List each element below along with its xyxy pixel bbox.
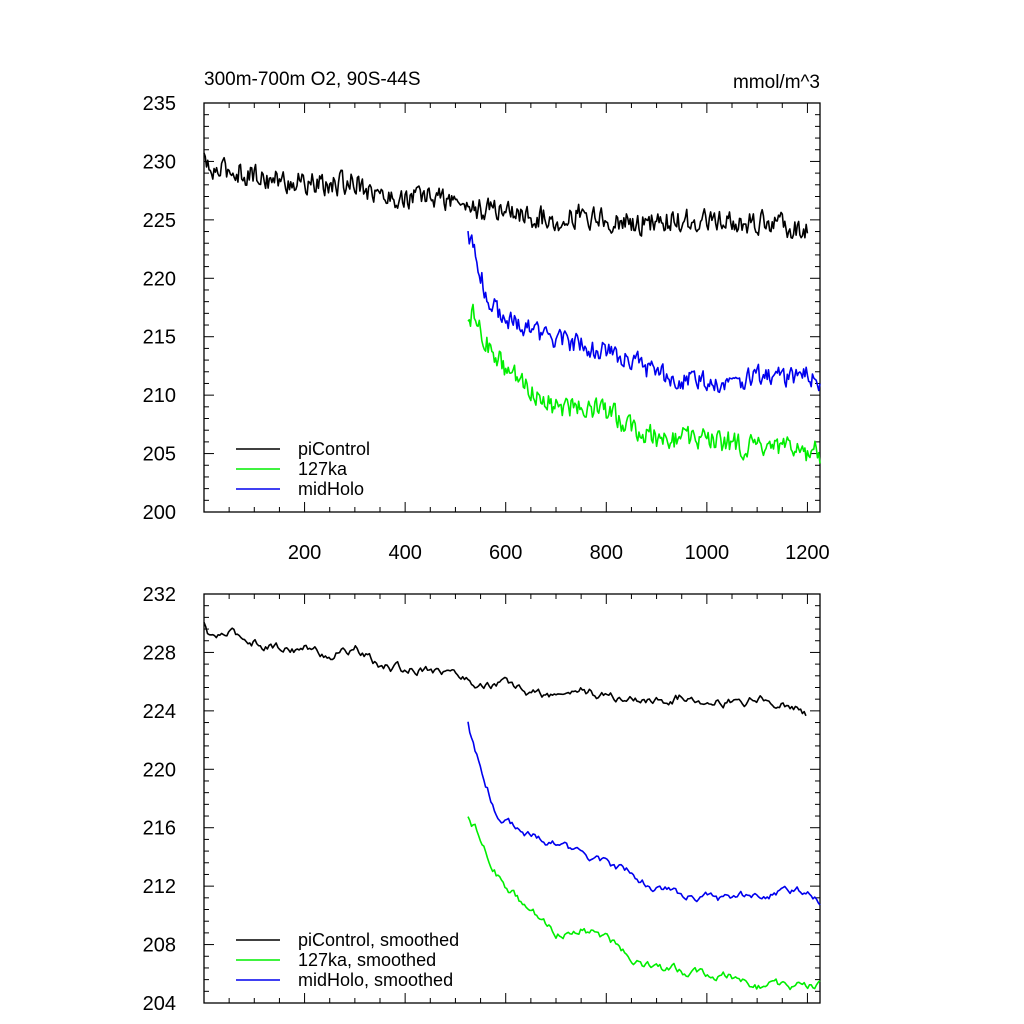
series-line-3: [467, 230, 821, 394]
y-tick-label: 212: [143, 876, 176, 898]
y-tick-label: 208: [143, 935, 176, 957]
y-tick-label: 230: [143, 151, 176, 173]
x-tick-label: 200: [288, 542, 321, 564]
top-chart-panel: 300m-700m O2, 90S-44S mmol/m^3 200 400 600…: [143, 69, 830, 564]
x-tick-label: 1000: [685, 542, 730, 564]
chart-title: 300m-700m O2, 90S-44S: [204, 69, 421, 90]
y-tick-label: 220: [143, 268, 176, 290]
series-line-2: [467, 816, 821, 991]
legend-label: piControl, smoothed: [298, 930, 459, 950]
plot-frame: [203, 102, 821, 513]
y-tick-label: 235: [143, 93, 176, 115]
y-tick-label: 200: [143, 502, 176, 524]
series-line-1: [203, 152, 809, 239]
legend-label: 127ka: [298, 459, 348, 479]
legend-label: piControl: [298, 439, 370, 459]
legend-label: midHolo, smoothed: [298, 970, 453, 990]
series-line-3: [467, 721, 821, 906]
x-tick-label: 400: [388, 542, 421, 564]
y-tick-label: 215: [143, 327, 176, 349]
y-tick-label: 232: [143, 584, 176, 606]
legend-label: midHolo: [298, 479, 364, 499]
y-tick-label: 228: [143, 642, 176, 664]
y-tick-label: 220: [143, 759, 176, 781]
y-tick-label: 216: [143, 818, 176, 840]
x-tick-label: 800: [590, 542, 623, 564]
series-line-1: [203, 622, 807, 717]
bottom-chart-panel: 204 208 212 216 220 224 228 232 piControl, smoot…: [143, 584, 821, 1015]
y-tick-label: 210: [143, 385, 176, 407]
x-tick-label: 1200: [785, 542, 830, 564]
plot-frame: [203, 593, 821, 1004]
y-tick-label: 205: [143, 444, 176, 466]
y-tick-label: 204: [143, 993, 176, 1015]
y-tick-label: 224: [143, 701, 176, 723]
legend-label: 127ka, smoothed: [298, 950, 436, 970]
series-line-2: [467, 303, 821, 464]
x-tick-label: 600: [489, 542, 522, 564]
units-label: mmol/m^3: [733, 72, 820, 93]
y-tick-label: 225: [143, 210, 176, 232]
